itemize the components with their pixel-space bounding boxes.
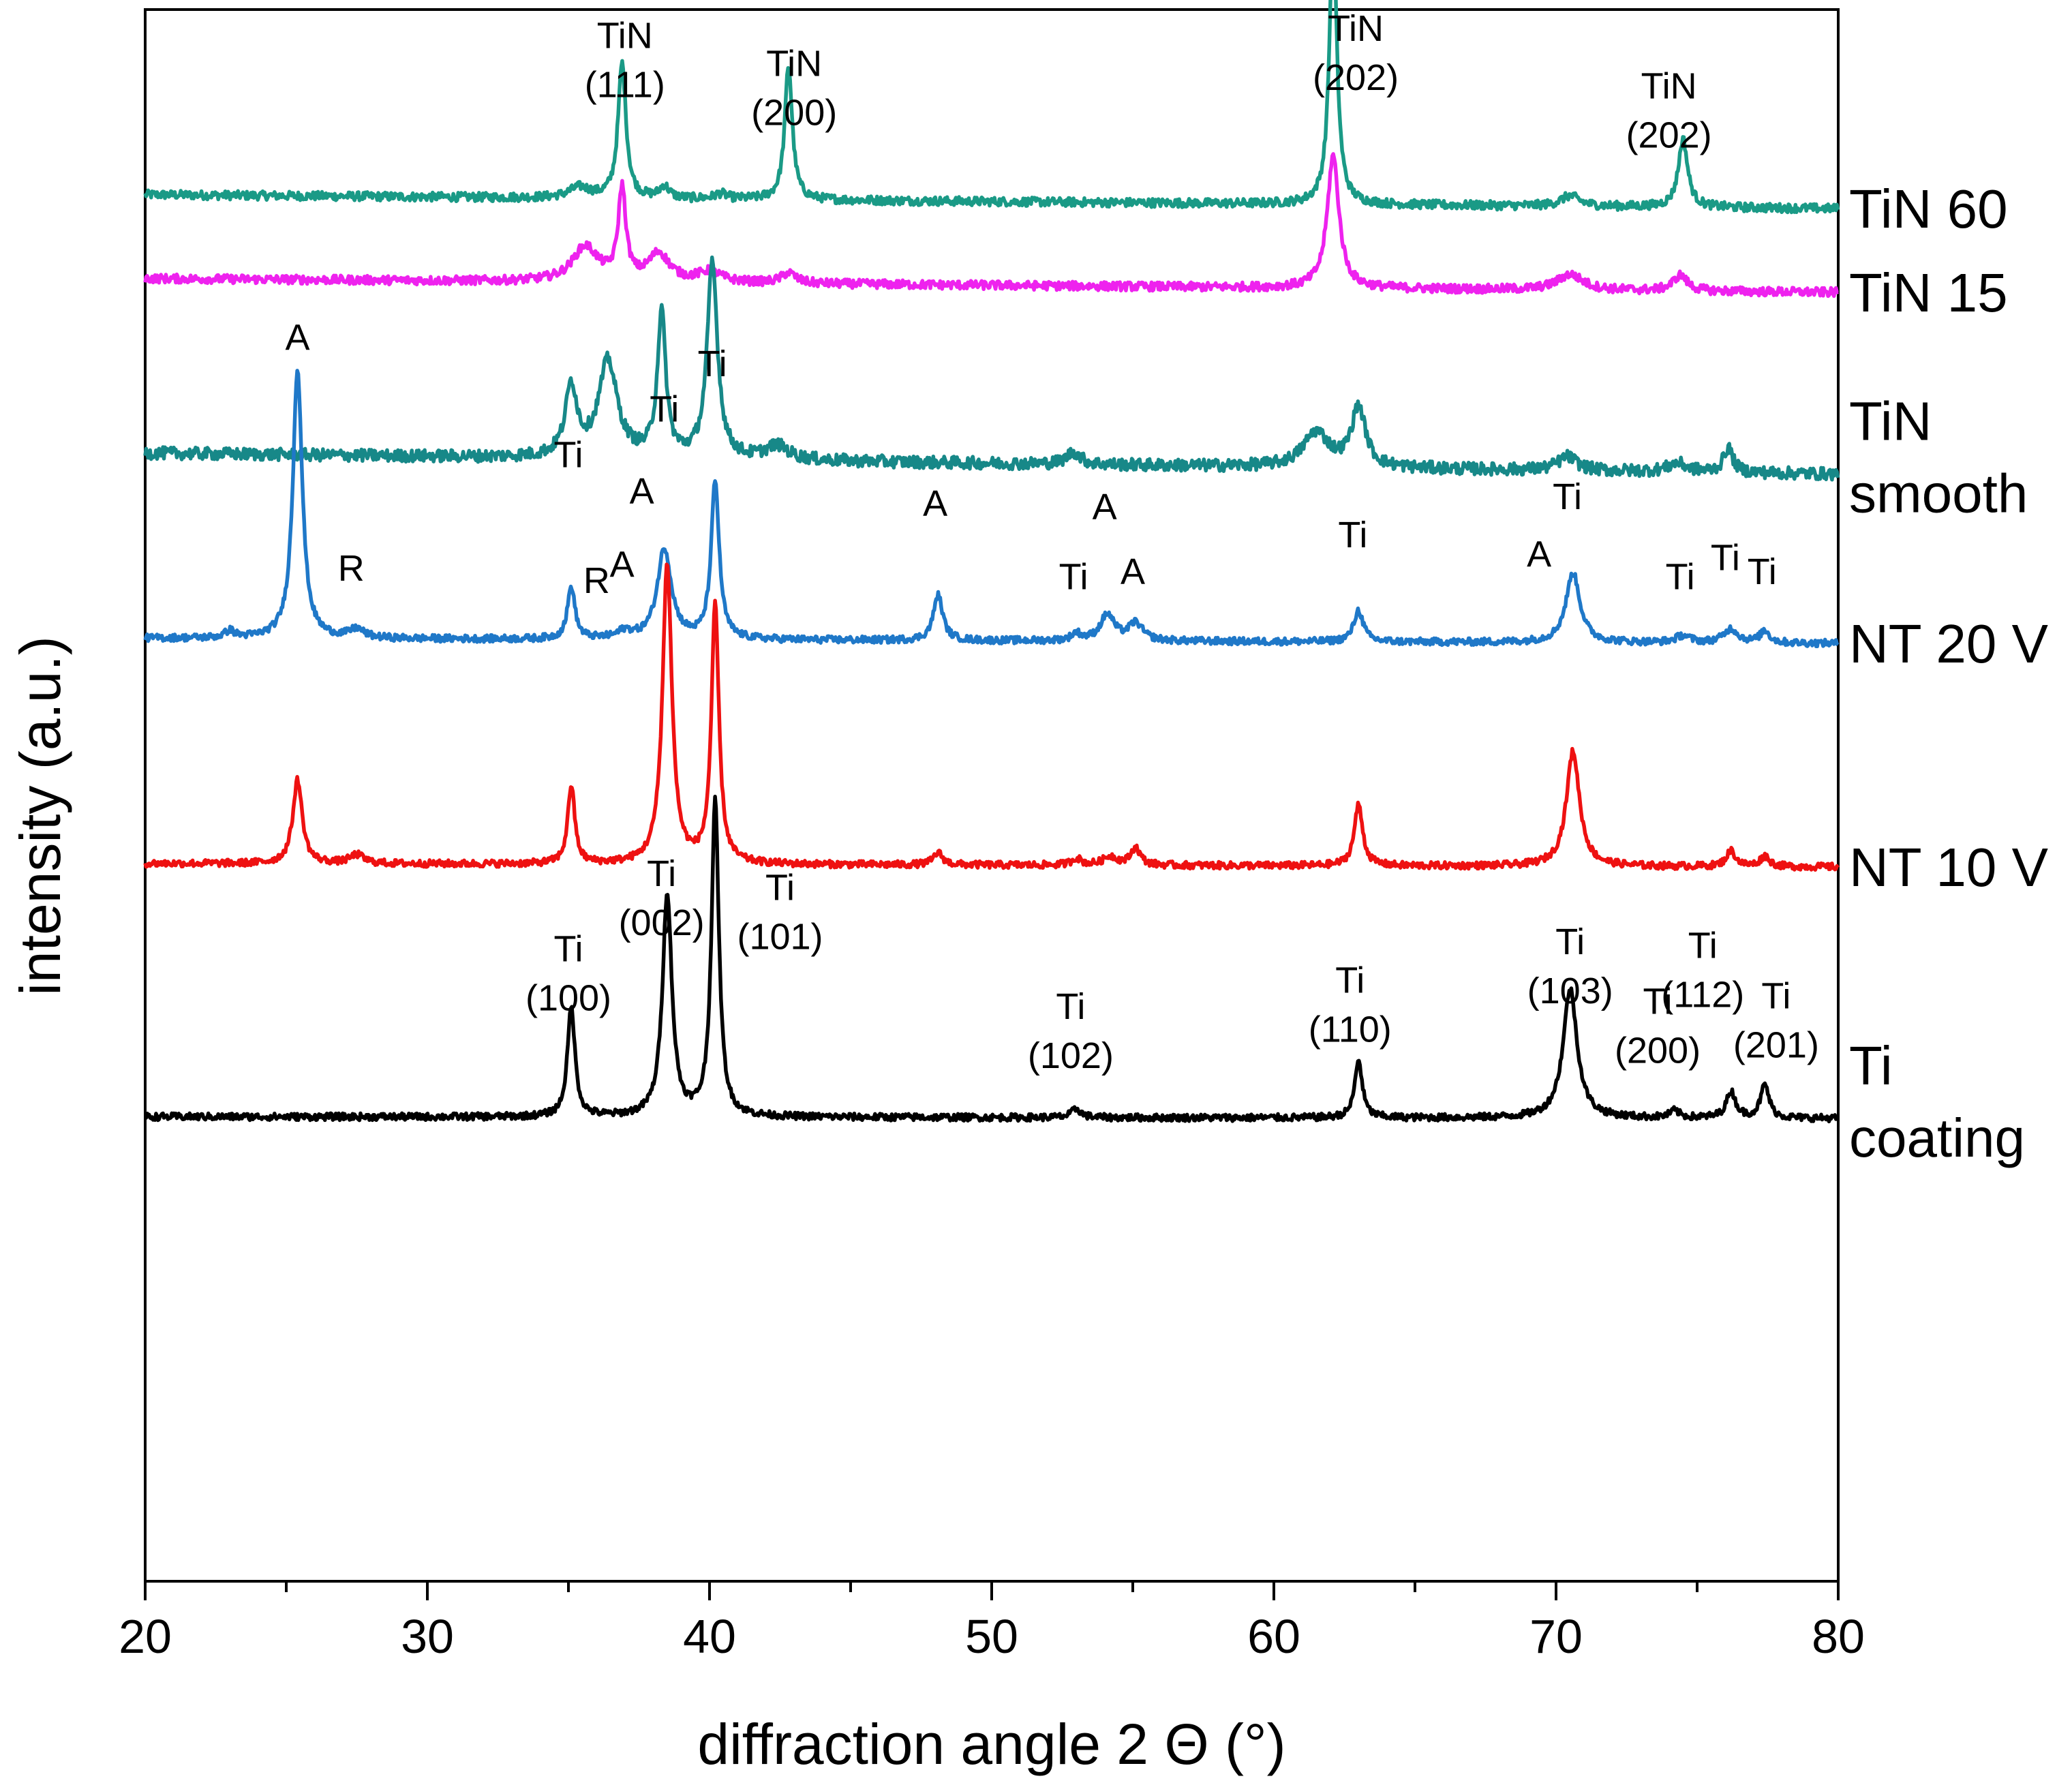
peak-annotation: A: [1121, 551, 1145, 592]
peak-annotation: A: [610, 545, 635, 585]
y-axis-title: intensity (a.u.): [8, 636, 72, 996]
series-labels: TiN 60 TiN 15 TiN smooth NT 20 V NT 10 V Ti coa…: [1849, 179, 2049, 1168]
peak-annotation: Ti: [1711, 537, 1740, 578]
peak-annotation: A: [1093, 487, 1117, 528]
peak-annotation: A: [286, 318, 310, 359]
peak-annotation: (200): [751, 92, 837, 133]
plot-frame: [144, 8, 1840, 1583]
peak-annotation: (103): [1527, 971, 1613, 1011]
peak-annotation: R: [583, 560, 610, 601]
peak-annotation: Ti: [1748, 551, 1777, 592]
peak-annotation: (112): [1661, 974, 1744, 1015]
series-label: TiN: [1849, 391, 1932, 452]
peak-annotation: (202): [1626, 115, 1712, 156]
series-traces: [143, 0, 1840, 1124]
peak-annotation: A: [630, 471, 654, 512]
peak-annotation: (110): [1309, 1009, 1392, 1050]
peak-annotation: Ti: [698, 344, 727, 384]
x-axis-title: diffraction angle 2 Θ (°): [697, 1712, 1285, 1776]
series-label: Ti: [1849, 1035, 1893, 1096]
peak-annotation: A: [923, 483, 947, 524]
peak-annotation: (200): [1615, 1030, 1701, 1071]
series-label: NT 10 V: [1849, 837, 2049, 898]
peak-annotation: Ti: [765, 868, 795, 909]
x-tick-label: 60: [1247, 1610, 1300, 1663]
peak-annotation: Ti: [554, 928, 583, 969]
peak-annotation: Ti: [1338, 515, 1367, 555]
series-line-nt-20-v: [143, 369, 1840, 649]
peak-annotation: Ti: [647, 853, 676, 894]
peak-annotation: Ti: [1761, 976, 1791, 1017]
series-label: TiN 15: [1849, 262, 2008, 323]
x-tick-label: 70: [1529, 1610, 1583, 1663]
peak-annotation: R: [338, 548, 365, 589]
x-tick-label: 40: [683, 1610, 736, 1663]
peak-annotation: Ti: [1553, 476, 1582, 517]
peak-annotation: (111): [585, 64, 665, 105]
x-axis-ticks: 20 30 40 50 60 70 80: [119, 1581, 1865, 1663]
series-label: coating: [1849, 1108, 2025, 1168]
peak-annotation: A: [1527, 534, 1551, 575]
peak-annotation: (101): [737, 917, 823, 958]
series-label: TiN 60: [1849, 179, 2008, 239]
x-tick-label: 30: [401, 1610, 454, 1663]
peak-annotation: TiN: [1641, 66, 1697, 107]
peak-annotation: Ti: [1666, 557, 1695, 598]
peak-annotation: Ti: [1335, 960, 1365, 1001]
series-label: NT 20 V: [1849, 613, 2049, 674]
x-tick-label: 80: [1812, 1610, 1865, 1663]
x-tick-label: 20: [119, 1610, 172, 1663]
plot-border: [144, 8, 1840, 1583]
series-line-tin-60: [143, 0, 1840, 215]
peak-annotation: (202): [1313, 57, 1399, 98]
peak-annotation: TiN: [597, 15, 653, 56]
peak-annotation: Ti: [554, 434, 583, 475]
peak-annotation: (002): [619, 902, 705, 943]
peak-annotation: Ti: [650, 389, 679, 430]
peak-annotation: (100): [525, 977, 611, 1018]
series-line-ti-coating: [143, 795, 1840, 1124]
series-line-nt-10-v: [143, 562, 1840, 872]
peak-annotation: Ti: [1688, 925, 1718, 966]
peak-annotation: Ti: [1643, 981, 1673, 1022]
series-line-tin-15: [143, 152, 1840, 299]
peak-annotation: (201): [1733, 1025, 1819, 1066]
peak-annotation: Ti: [1056, 986, 1085, 1027]
peak-annotation: Ti: [1555, 921, 1585, 962]
series-label: smooth: [1849, 463, 2028, 524]
x-tick-label: 50: [965, 1610, 1018, 1663]
peak-annotation: Ti: [1059, 557, 1088, 598]
peak-annotation: TiN: [1328, 8, 1384, 49]
series-line-tin-smooth: [143, 255, 1840, 482]
peak-annotation: (102): [1028, 1035, 1114, 1076]
peak-annotation: TiN: [766, 43, 822, 84]
